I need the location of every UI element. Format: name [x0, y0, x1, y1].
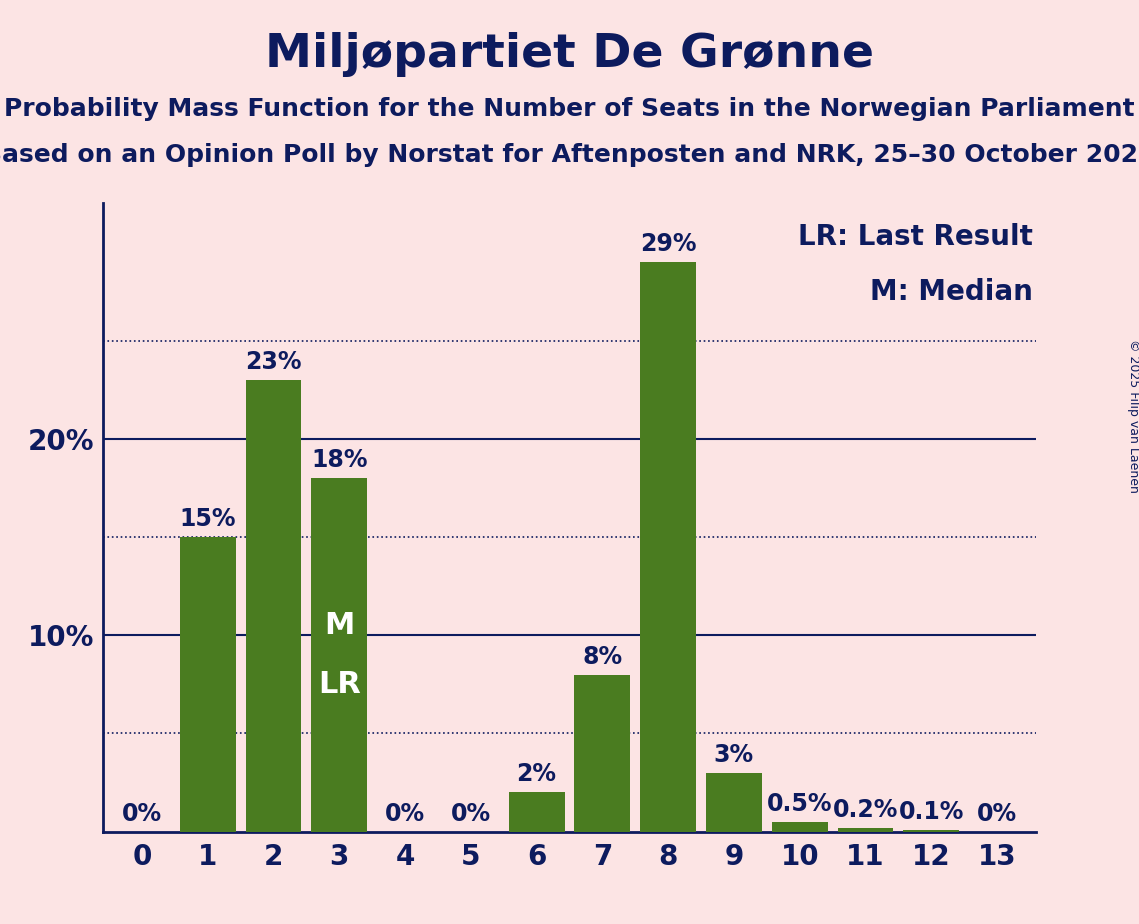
Bar	[640, 262, 696, 832]
Bar	[772, 821, 828, 832]
Text: 0%: 0%	[385, 802, 425, 826]
Text: LR: LR	[318, 670, 361, 699]
Text: M: M	[325, 611, 354, 640]
Text: Miljøpartiet De Grønne: Miljøpartiet De Grønne	[265, 32, 874, 78]
Bar	[903, 830, 959, 832]
Text: Based on an Opinion Poll by Norstat for Aftenposten and NRK, 25–30 October 2022: Based on an Opinion Poll by Norstat for …	[0, 143, 1139, 167]
Bar	[509, 793, 565, 832]
Text: 0.2%: 0.2%	[833, 797, 899, 821]
Text: 23%: 23%	[245, 350, 302, 374]
Bar	[180, 537, 236, 832]
Bar	[574, 675, 630, 832]
Text: 0.5%: 0.5%	[767, 792, 833, 816]
Text: 0%: 0%	[122, 802, 162, 826]
Text: M: Median: M: Median	[870, 278, 1033, 306]
Text: 15%: 15%	[180, 507, 236, 531]
Text: © 2025 Filip van Laenen: © 2025 Filip van Laenen	[1126, 339, 1139, 492]
Text: 3%: 3%	[714, 743, 754, 767]
Bar	[311, 479, 367, 832]
Text: 0%: 0%	[977, 802, 1017, 826]
Text: 0%: 0%	[451, 802, 491, 826]
Text: 18%: 18%	[311, 448, 368, 472]
Text: LR: Last Result: LR: Last Result	[798, 223, 1033, 251]
Text: Probability Mass Function for the Number of Seats in the Norwegian Parliament: Probability Mass Function for the Number…	[5, 97, 1134, 121]
Bar	[706, 772, 762, 832]
Text: 29%: 29%	[640, 232, 696, 256]
Text: 0.1%: 0.1%	[899, 800, 964, 824]
Bar	[837, 828, 893, 832]
Bar	[246, 380, 302, 832]
Text: 2%: 2%	[517, 762, 557, 786]
Text: 8%: 8%	[582, 645, 622, 669]
